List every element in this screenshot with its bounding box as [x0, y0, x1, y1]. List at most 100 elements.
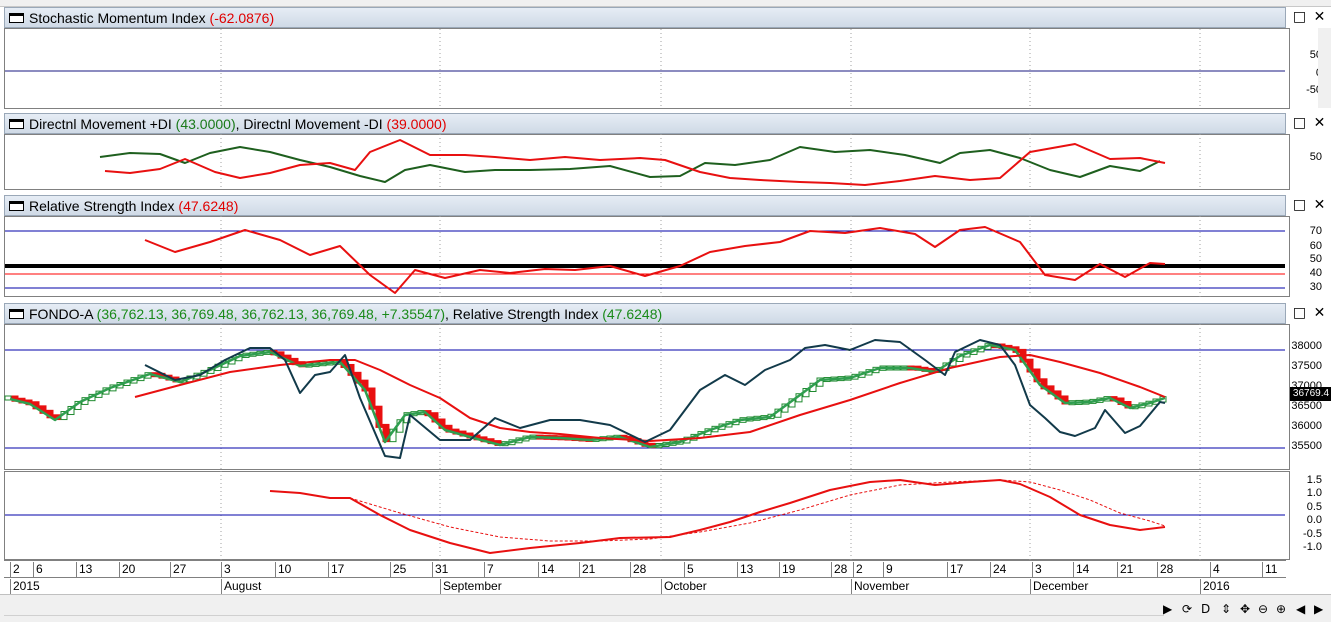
horizontal-scrollbar[interactable]	[4, 601, 1164, 616]
pane-rsi: Relative Strength Index (47.6248) □ ✕ 70…	[4, 195, 1331, 297]
scroll-segment	[4, 615, 1164, 616]
y-tick-label: 38000	[1291, 340, 1322, 352]
restore-icon[interactable]: □	[1292, 197, 1307, 213]
plot-area-price[interactable]	[4, 324, 1290, 470]
y-tick-label: -1.0	[1303, 541, 1322, 553]
pane-titlebar[interactable]: Directnl Movement +DI (43.0000), Directn…	[4, 113, 1286, 134]
pane-title: Relative Strength Index (47.6248)	[29, 198, 239, 214]
y-tick-label: -0.5	[1303, 528, 1322, 540]
month-tick-label: 2015	[10, 579, 40, 594]
day-tick-label: 14	[538, 562, 554, 577]
day-tick-label: 19	[779, 562, 795, 577]
pane-titlebar[interactable]: FONDO-A (36,762.13, 36,769.48, 36,762.13…	[4, 303, 1286, 324]
y-axis-rsi: 70 60 50 40 30	[1290, 216, 1331, 297]
day-tick-label: 31	[432, 562, 448, 577]
refresh-icon[interactable]: ⟳	[1182, 602, 1193, 616]
close-icon[interactable]: ✕	[1313, 197, 1326, 213]
y-tick-label: 35500	[1291, 440, 1322, 452]
window-buttons: □ ✕	[1292, 8, 1331, 27]
period-d-icon[interactable]: D	[1201, 602, 1211, 616]
plot-area-smi[interactable]	[4, 28, 1290, 109]
day-tick-row: 2 6 13 20 27 3 10 17 25 31 7 14 21 28 5 13 19 28 2 9 17 24 3 14…	[4, 561, 1286, 578]
scroll-right-icon[interactable]: ▶	[1163, 602, 1173, 616]
day-tick-label: 6	[33, 562, 43, 577]
date-axis: 2 6 13 20 27 3 10 17 25 31 7 14 21 28 5 13 19 28 2 9 17 24 3 14…	[4, 560, 1286, 595]
day-tick-label: 3	[221, 562, 231, 577]
day-tick-label: 28	[630, 562, 646, 577]
day-tick-label: 25	[390, 562, 406, 577]
vertical-scrollbar[interactable]	[1318, 28, 1331, 108]
window-buttons: □ ✕	[1292, 114, 1331, 133]
month-tick-label: October	[661, 579, 707, 594]
pane-title: FONDO-A (36,762.13, 36,769.48, 36,762.13…	[29, 306, 663, 322]
day-tick-label: 28	[1157, 562, 1173, 577]
day-tick-label: 14	[1073, 562, 1089, 577]
window-buttons: □ ✕	[1292, 196, 1331, 215]
day-tick-label: 17	[328, 562, 344, 577]
scroll-right-end-icon[interactable]: ▶	[1314, 602, 1324, 616]
pane-window-icon	[9, 13, 24, 23]
day-tick-label: 9	[883, 562, 893, 577]
close-icon[interactable]: ✕	[1313, 115, 1326, 131]
last-price-tag: 36769.4	[1290, 387, 1331, 401]
pane-smi: Stochastic Momentum Index (-62.0876) □ ✕…	[4, 7, 1331, 109]
month-tick-label: 2016	[1200, 579, 1230, 594]
close-icon[interactable]: ✕	[1313, 305, 1326, 321]
day-tick-label: 5	[684, 562, 694, 577]
day-tick-label: 21	[1117, 562, 1133, 577]
window-buttons: □ ✕	[1292, 304, 1331, 323]
day-tick-label: 28	[831, 562, 847, 577]
pane-price: FONDO-A (36,762.13, 36,769.48, 36,762.13…	[4, 303, 1331, 560]
restore-icon[interactable]: □	[1292, 305, 1307, 321]
day-tick-label: 13	[737, 562, 753, 577]
month-tick-label: August	[221, 579, 261, 594]
day-tick-label: 3	[1032, 562, 1042, 577]
day-tick-label: 17	[947, 562, 963, 577]
y-tick-label: 50	[1309, 253, 1322, 265]
y-axis-dmi: 50	[1290, 134, 1331, 190]
pane-window-icon	[9, 119, 24, 129]
zoom-in-icon[interactable]: ⊕	[1276, 602, 1287, 616]
y-tick-label: 0.0	[1306, 514, 1322, 526]
pane-title: Stochastic Momentum Index (-62.0876)	[29, 10, 275, 26]
day-tick-label: 27	[170, 562, 186, 577]
day-tick-label: 20	[119, 562, 135, 577]
close-icon[interactable]: ✕	[1313, 9, 1326, 25]
vertical-resize-icon[interactable]: ⇕	[1221, 602, 1232, 616]
month-tick-row: 2015 August September October November Decemb…	[4, 578, 1286, 594]
plot-area-oscillator[interactable]	[4, 471, 1290, 560]
move-icon[interactable]: ✥	[1240, 602, 1251, 616]
y-tick-label: 50	[1309, 151, 1322, 163]
day-tick-label: 10	[275, 562, 291, 577]
pane-titlebar[interactable]: Stochastic Momentum Index (-62.0876)	[4, 7, 1286, 28]
day-tick-label: 2	[853, 562, 863, 577]
scroll-left-icon[interactable]: ◀	[1296, 602, 1306, 616]
pane-titlebar[interactable]: Relative Strength Index (47.6248)	[4, 195, 1286, 216]
plot-area-dmi[interactable]	[4, 134, 1290, 190]
plot-area-rsi[interactable]	[4, 216, 1290, 297]
day-tick-label: 4	[1210, 562, 1220, 577]
zoom-out-icon[interactable]: ⊖	[1258, 602, 1269, 616]
month-tick-label: December	[1030, 579, 1088, 594]
y-tick-label: 36500	[1291, 400, 1322, 412]
y-axis-price: 38000 37500 37000 36500 36000 35500 1.5 …	[1290, 324, 1331, 560]
y-tick-label: 37500	[1291, 360, 1322, 372]
pane-window-icon	[9, 201, 24, 211]
y-tick-label: 60	[1309, 240, 1322, 252]
day-tick-label: 13	[76, 562, 92, 577]
y-tick-label: 0.5	[1306, 501, 1322, 513]
status-bar: ▶ ⟳ D ⇕ ✥ ⊖ ⊕ ◀ ▶	[0, 594, 1331, 622]
day-tick-label: 24	[990, 562, 1006, 577]
y-tick-label: 36000	[1291, 420, 1322, 432]
y-tick-label: 40	[1309, 267, 1322, 279]
y-tick-label: 1.0	[1306, 487, 1322, 499]
day-tick-label: 7	[484, 562, 494, 577]
month-tick-label: November	[851, 579, 909, 594]
top-strip	[0, 0, 1331, 7]
month-tick-label: September	[440, 579, 502, 594]
y-tick-label: 30	[1309, 281, 1322, 293]
pane-window-icon	[9, 309, 24, 319]
restore-icon[interactable]: □	[1292, 9, 1307, 25]
restore-icon[interactable]: □	[1292, 115, 1307, 131]
day-tick-label: 11	[1262, 562, 1277, 577]
